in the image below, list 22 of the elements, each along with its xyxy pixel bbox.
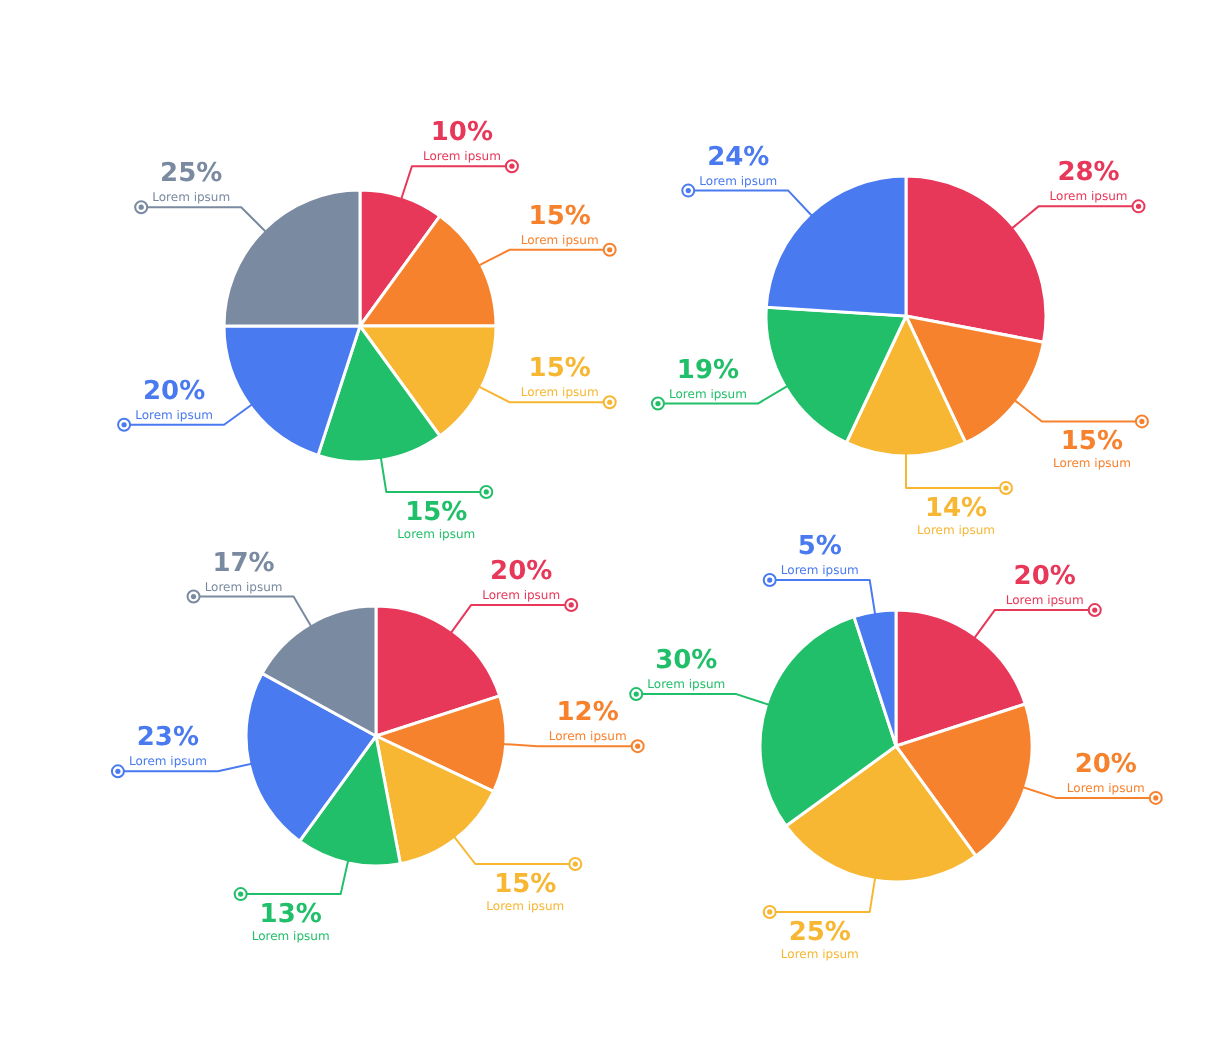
data-label: 20% <box>490 556 553 587</box>
data-label: 17% <box>212 548 275 579</box>
data-label: 12% <box>556 698 619 729</box>
data-label: 28% <box>1057 158 1120 189</box>
data-label: 24% <box>707 142 770 173</box>
data-label: 15% <box>1060 427 1124 458</box>
data-label: 20% <box>142 376 206 407</box>
data-label: 25% <box>788 917 851 948</box>
data-label: 25% <box>160 159 223 190</box>
data-label: 15% <box>528 201 591 232</box>
data-label: 23% <box>136 723 200 754</box>
data-label: 5% <box>797 532 842 563</box>
data-label: 19% <box>676 355 740 386</box>
data-label: 10% <box>430 118 494 149</box>
data-label: 30% <box>655 646 718 677</box>
data-label: 13% <box>259 900 322 931</box>
data-label: 20% <box>1074 749 1137 780</box>
data-label: 15% <box>405 497 468 528</box>
data-label: 20% <box>1013 562 1076 593</box>
data-label: 15% <box>528 354 591 385</box>
data-label: 15% <box>494 870 557 901</box>
data-label: 14% <box>924 494 988 524</box>
